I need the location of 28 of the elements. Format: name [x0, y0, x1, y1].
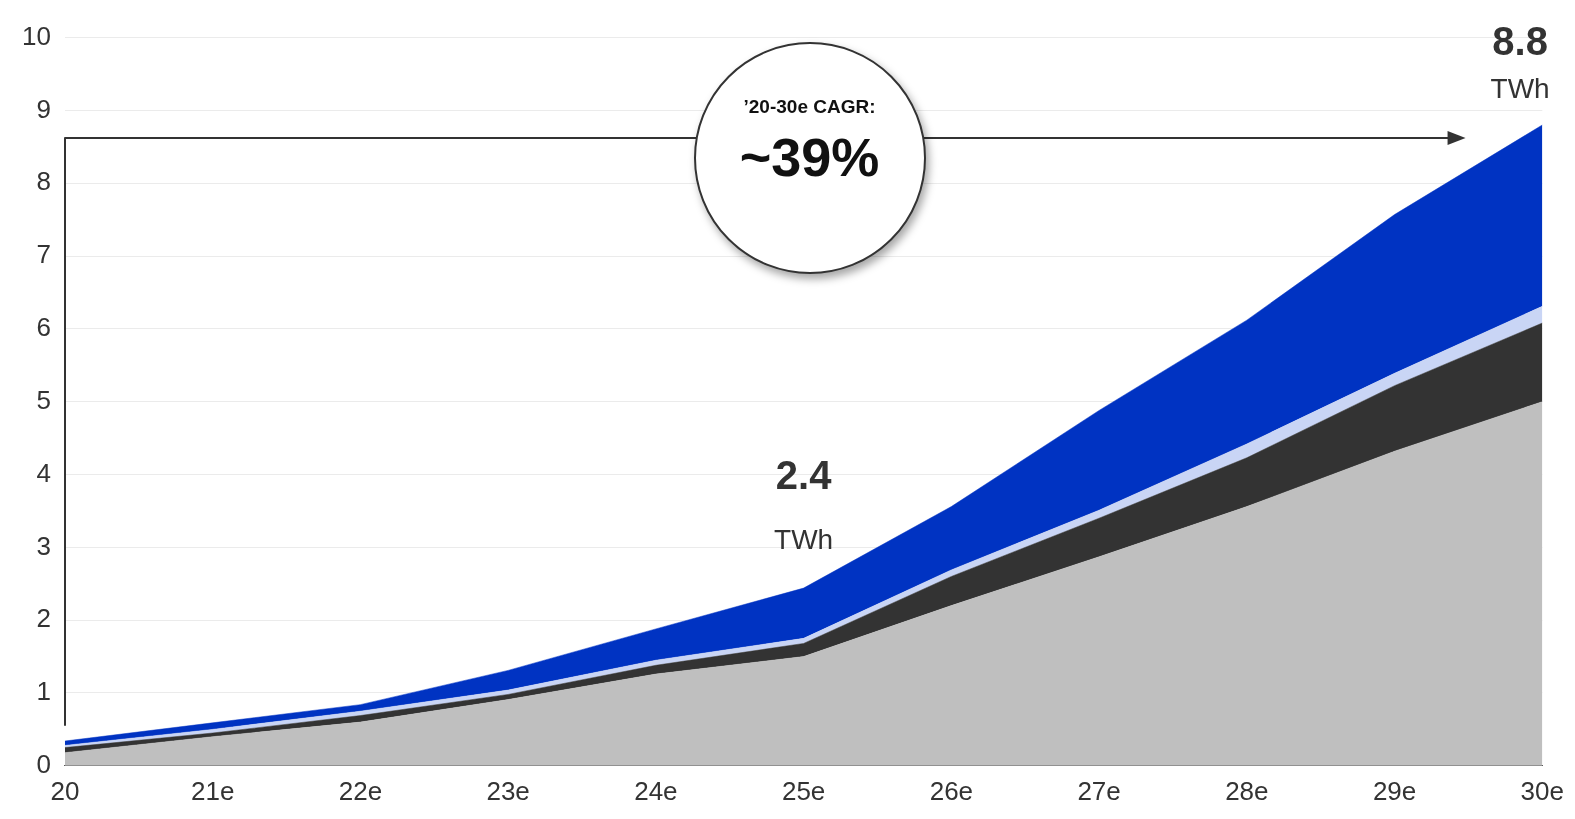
y-tick-label: 10: [22, 20, 51, 51]
x-tick-label: 22e: [338, 775, 383, 806]
y-tick-label: 8: [36, 166, 51, 197]
x-tick-label: 26e: [929, 775, 974, 806]
x-tick-label: 29e: [1372, 775, 1417, 806]
x-tick-label: 25e: [781, 775, 826, 806]
annotation: 8.8: [1491, 18, 1549, 66]
y-tick-label: 6: [36, 312, 51, 343]
y-tick-label: 7: [36, 239, 51, 270]
y-tick-label: 4: [36, 457, 51, 488]
x-tick-label: 30e: [1520, 775, 1565, 806]
y-tick-label: 2: [36, 603, 51, 634]
x-tick-label: 20: [50, 775, 80, 806]
x-tick-label: 21e: [190, 775, 235, 806]
annotation: ~39%: [738, 125, 881, 188]
y-tick-label: 5: [36, 384, 51, 415]
annotation: TWh: [1489, 71, 1551, 106]
x-tick-label: 27e: [1077, 775, 1121, 806]
annotation: ’20-30e CAGR:: [742, 95, 877, 118]
y-tick-label: 0: [36, 748, 51, 779]
x-tick-label: 24e: [634, 775, 678, 806]
y-tick-label: 1: [36, 676, 51, 707]
y-tick-label: 3: [36, 530, 51, 561]
y-tick-label: 9: [36, 93, 51, 124]
x-tick-label: 23e: [486, 775, 530, 806]
annotation: TWh: [773, 523, 835, 557]
annotation: 2.4: [774, 451, 833, 499]
x-tick-label: 28e: [1225, 775, 1269, 806]
